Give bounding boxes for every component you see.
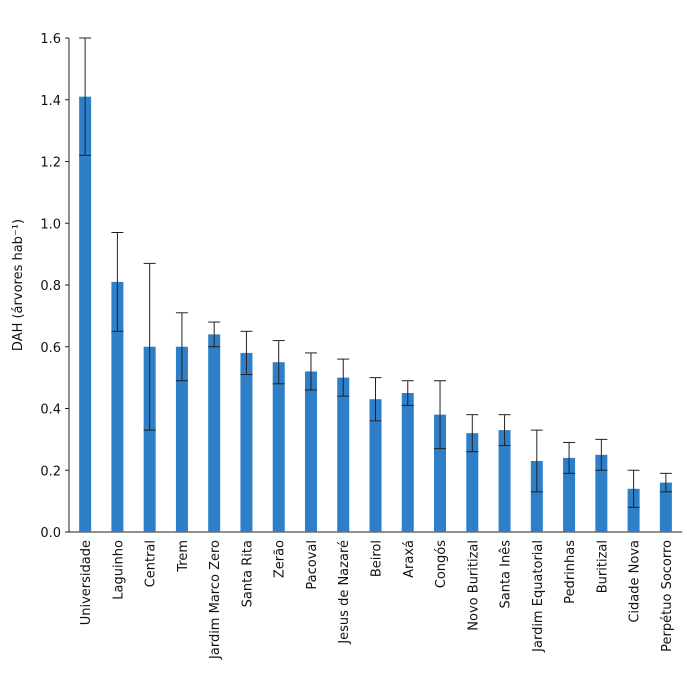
bar [595,454,608,532]
bar [369,399,382,532]
y-tick-label: 1.4 [40,94,61,109]
bar [434,414,447,532]
x-tick-label: Cidade Nova [628,540,643,623]
x-tick-label: Buritizal [595,540,610,593]
x-tick-label: Zerão [273,540,288,578]
bar [466,433,479,532]
bar [627,488,640,532]
bar [143,346,156,532]
x-tick-label: Perpétuo Socorro [660,540,675,652]
bar [272,362,285,532]
x-tick-label: Pedrinhas [563,540,578,604]
x-tick-label: Trem [176,540,191,573]
bar [79,96,92,532]
y-tick-label: 0.2 [40,464,61,479]
x-tick-label: Pacoval [305,540,320,590]
y-tick-label: 0.6 [40,341,61,356]
y-axis-label: DAH (árvores hab⁻¹) [11,219,26,351]
x-tick-label: Central [144,540,159,587]
bar [175,346,188,532]
y-tick-label: 0.8 [40,279,61,294]
y-tick-label: 1.6 [40,32,61,47]
y-tick-label: 1.0 [40,217,61,232]
y-tick-label: 1.2 [40,156,61,171]
x-tick-label: Congós [434,540,449,588]
x-tick-label: Jesus de Nazaré [337,540,352,645]
bar [659,482,672,532]
bar [240,352,253,532]
bar [208,334,221,532]
x-tick-label: Araxá [402,540,417,578]
x-tick-label: Santa Rita [240,540,255,607]
bar [530,460,543,532]
bar [498,430,511,532]
x-tick-label: Jardim Marco Zero [208,540,223,660]
bar [111,281,124,532]
x-tick-label: Beirol [370,540,385,577]
bar [401,393,414,532]
x-tick-label: Universidade [79,540,94,625]
x-tick-label: Laguinho [111,540,126,600]
bar [304,371,317,532]
x-tick-label: Jardim Equatorial [531,540,546,653]
x-tick-label: Novo Buritizal [466,540,481,631]
x-tick-label: Santa Inês [499,540,514,609]
bar [337,377,350,532]
y-tick-label: 0.0 [40,526,61,541]
y-tick-label: 0.4 [40,403,61,418]
bar [563,457,576,532]
